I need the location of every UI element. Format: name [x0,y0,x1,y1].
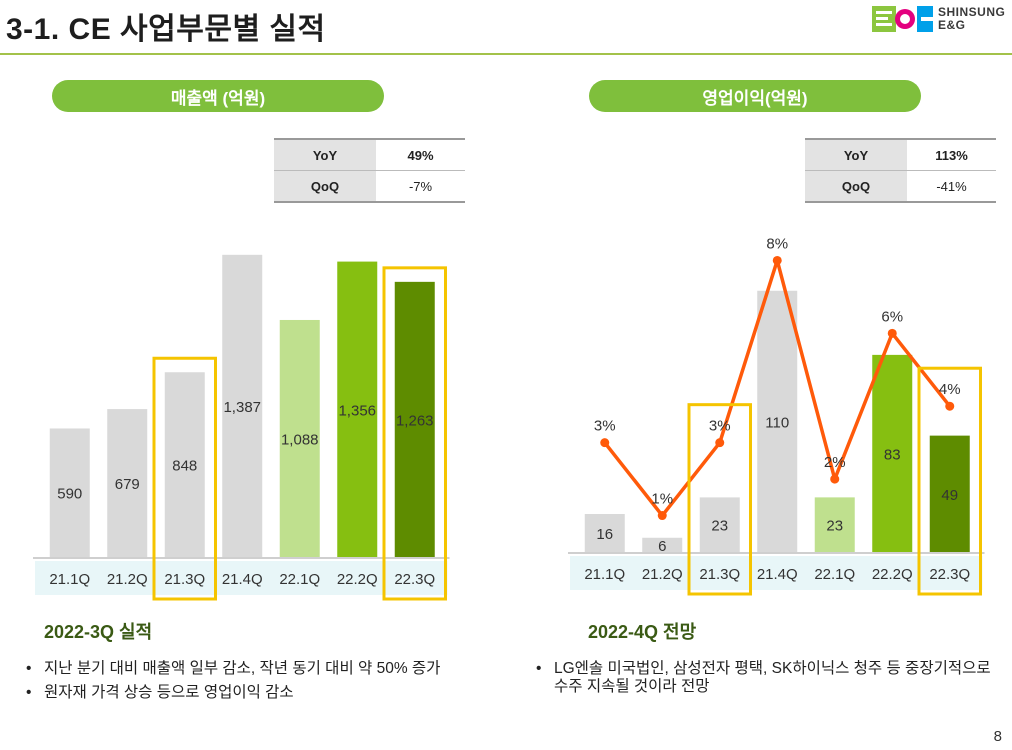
company-logo: SHINSUNG E&G [872,4,1012,34]
category-label: 21.2Q [642,566,683,583]
category-label: 21.1Q [584,566,625,583]
category-label: 22.2Q [872,566,913,583]
bar-value-label: 49 [941,487,958,504]
kpi-value: -41% [907,170,996,202]
right-bullet-list: LG엔솔 미국법인, 삼성전자 평택, SK하이닉스 청주 등 중장기적으로 수… [532,660,1002,702]
line-value-label: 8% [766,235,788,252]
kpi-key: QoQ [805,170,907,202]
page-number: 8 [993,728,1002,745]
bar-22.3Q [929,435,970,552]
title-divider [0,53,1012,55]
kpi-value: -7% [376,170,465,202]
category-label: 22.3Q [929,566,970,583]
bar-21.2Q [107,409,148,557]
highlight-box-21.3Q [687,403,752,596]
highlight-box-22.3Q [382,266,447,601]
kpi-key: YoY [274,139,376,171]
category-label: 22.2Q [337,571,378,588]
line-point [945,401,955,411]
bar-value-label: 110 [765,414,789,431]
revenue-bar-chart: 590 21.1Q 679 21.2Q 848 21.3Q 1,387 21.4Q 1,088 2… [33,254,450,601]
category-label: 21.4Q [757,566,798,583]
bar-value-label: 1,356 [338,402,376,419]
line-point [887,328,897,338]
operating-profit-chart: 16 21.1Q 6 21.2Q 23 21.3Q 110 21.4Q 23 22.1Q 83 22.… [568,235,985,596]
bar-22.1Q [814,497,855,552]
category-axis-band [35,561,448,595]
logo-mark-icon [872,6,933,32]
right-section-title: 2022-4Q 전망 [588,622,697,642]
revenue-pill: 매출액 (억원) [52,80,384,112]
kpi-key: YoY [805,139,907,171]
category-label: 22.1Q [814,566,855,583]
bar-22.2Q [337,261,378,557]
category-label: 21.3Q [164,571,205,588]
bar-22.1Q [279,319,320,557]
line-value-label: 2% [824,454,846,471]
logo-text-line1: SHINSUNG [938,5,1006,19]
bar-value-label: 23 [711,518,728,535]
line-value-label: 3% [594,418,616,435]
bar-22.3Q [394,281,435,557]
category-label: 21.4Q [222,571,263,588]
bar-value-label: 679 [115,476,140,493]
category-label: 22.3Q [394,571,435,588]
line-point [715,438,725,448]
bar-value-label: 1,088 [281,431,319,448]
category-label: 21.2Q [107,571,148,588]
bar-value-label: 16 [596,526,613,543]
page-title: 3-1. CE 사업부문별 실적 [6,13,326,46]
kpi-value: 49% [376,139,465,171]
line-point [600,438,610,448]
bar-21.3Q [699,497,740,552]
category-label: 22.1Q [279,571,320,588]
line-value-label: 6% [881,308,903,325]
kpi-value: 113% [907,139,996,171]
bar-21.1Q [584,514,625,552]
bar-value-label: 6 [658,538,666,555]
bar-value-label: 590 [57,486,82,503]
category-label: 21.3Q [699,566,740,583]
bar-value-label: 848 [172,458,197,475]
line-value-label: 1% [651,491,673,508]
line-point [657,511,667,521]
line-point [772,255,782,265]
line-value-label: 4% [939,381,961,398]
bar-value-label: 83 [884,446,901,463]
kpi-key: QoQ [274,170,376,202]
line-point [830,474,840,484]
operating-profit-pill: 영업이익(억원) [589,80,921,112]
revenue-kpi-table: YoY 49% QoQ -7% [274,138,465,203]
bar-21.4Q [222,254,263,557]
bar-21.2Q [642,537,683,552]
bar-21.4Q [757,290,798,552]
bullet-item: 지난 분기 대비 매출액 일부 감소, 작년 동기 대비 약 50% 증가 [22,660,522,678]
bar-22.2Q [872,354,913,552]
bar-21.3Q [164,372,205,557]
category-axis-band [570,556,983,590]
category-label: 21.1Q [49,571,90,588]
bullet-item: 원자재 가격 상승 등으로 영업이익 감소 [22,684,522,702]
bar-value-label: 23 [826,518,843,535]
bar-value-label: 1,387 [223,399,261,416]
bar-21.1Q [49,428,90,557]
profit-kpi-table: YoY 113% QoQ -41% [805,138,996,203]
left-section-title: 2022-3Q 실적 [44,622,153,642]
highlight-box-22.3Q [917,366,982,596]
highlight-box-21.3Q [152,356,217,601]
bar-value-label: 1,263 [396,412,434,429]
logo-text-line2: E&G [938,18,966,32]
line-value-label: 3% [709,418,731,435]
left-bullet-list: 지난 분기 대비 매출액 일부 감소, 작년 동기 대비 약 50% 증가 원자… [22,660,522,708]
bullet-item: LG엔솔 미국법인, 삼성전자 평택, SK하이닉스 청주 등 중장기적으로 수… [532,660,1002,696]
